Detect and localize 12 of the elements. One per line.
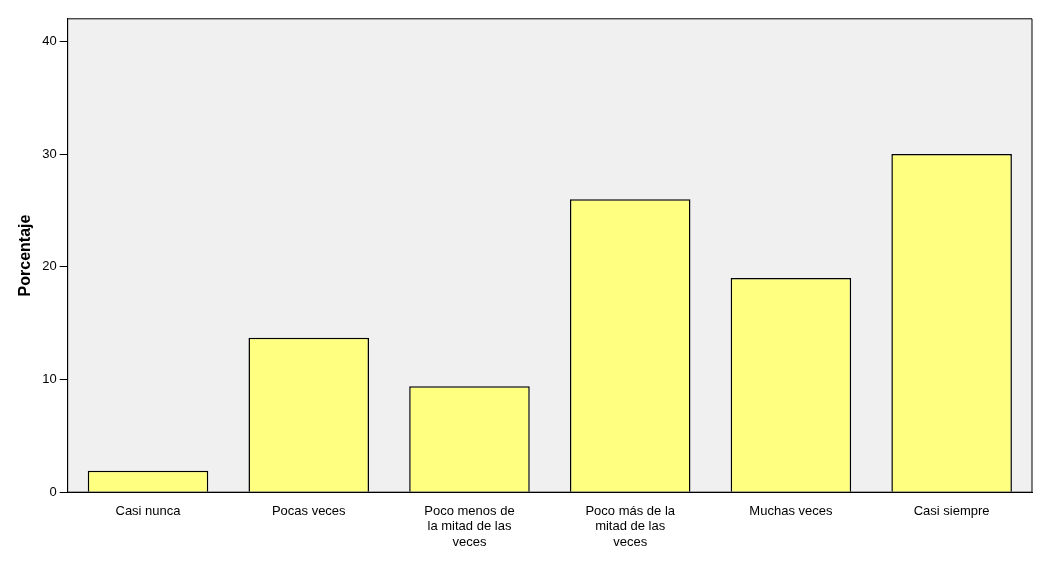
x-tick-label: Casi nunca (115, 502, 182, 518)
y-tick-label: 30 (42, 145, 57, 161)
y-tick-label: 0 (49, 483, 57, 499)
x-tick-label: Muchas veces (749, 502, 833, 518)
y-tick-label: 20 (42, 258, 57, 274)
x-tick-label: Pocas veces (271, 502, 347, 518)
y-tick-label: 40 (42, 32, 57, 48)
x-tick-label: Casi siempre (913, 502, 990, 518)
x-tick-label: Poco menos de la mitad de las veces (424, 502, 515, 549)
y-tick-label: 10 (42, 371, 57, 387)
x-tick-label: Poco más de la mitad de las veces (585, 502, 676, 549)
y-axis-title: Porcentaje (16, 214, 34, 297)
